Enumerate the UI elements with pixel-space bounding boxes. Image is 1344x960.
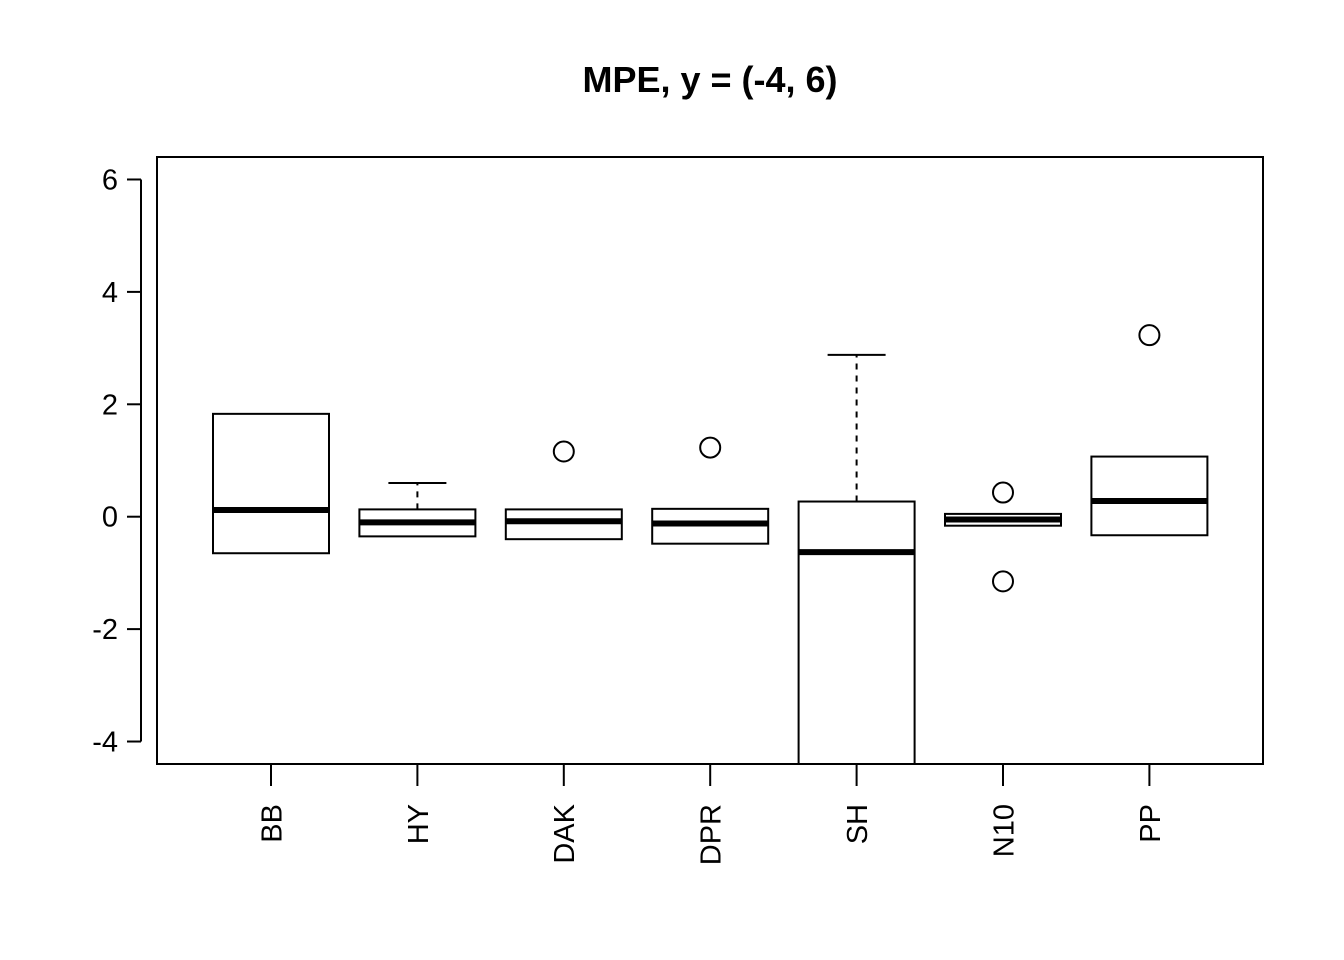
- outlier-point: [992, 481, 1014, 504]
- box-pp: [1090, 324, 1209, 537]
- outlier-point: [1138, 324, 1161, 347]
- box-body: [1090, 455, 1209, 537]
- outlier-point: [552, 440, 575, 463]
- x-tick-label: HY: [403, 804, 435, 844]
- box-body: [797, 500, 916, 764]
- box-dak: [504, 440, 623, 541]
- y-axis: -4 -2 0 2 4 6: [92, 164, 142, 759]
- y-tick-label: -4: [92, 727, 118, 759]
- box-n10: [944, 481, 1062, 593]
- y-tick-label: 0: [102, 502, 118, 534]
- plot-frame: [156, 156, 1264, 765]
- box-bb: [212, 412, 330, 555]
- x-tick-label: DAK: [549, 803, 581, 863]
- boxes-group: [212, 324, 1209, 764]
- y-tick-label: -2: [92, 614, 118, 646]
- box-hy: [358, 481, 477, 538]
- chart-title: MPE, y = (-4, 6): [582, 59, 837, 100]
- y-tick-label: 2: [102, 389, 118, 421]
- x-tick-label: SH: [842, 804, 874, 844]
- y-tick-label: 4: [102, 277, 118, 309]
- outlier-point: [992, 570, 1014, 593]
- outlier-point: [699, 436, 722, 459]
- box-dpr: [651, 436, 770, 545]
- x-tick-label: N10: [988, 804, 1020, 857]
- x-axis: BB HY DAK DPR SH N10 PP: [256, 763, 1167, 865]
- x-tick-label: BB: [256, 804, 288, 843]
- box-body: [212, 412, 330, 555]
- box-body: [504, 508, 623, 541]
- box-sh: [797, 353, 916, 764]
- x-tick-label: DPR: [696, 804, 728, 865]
- y-tick-label: 6: [102, 164, 118, 196]
- x-tick-label: PP: [1135, 804, 1167, 843]
